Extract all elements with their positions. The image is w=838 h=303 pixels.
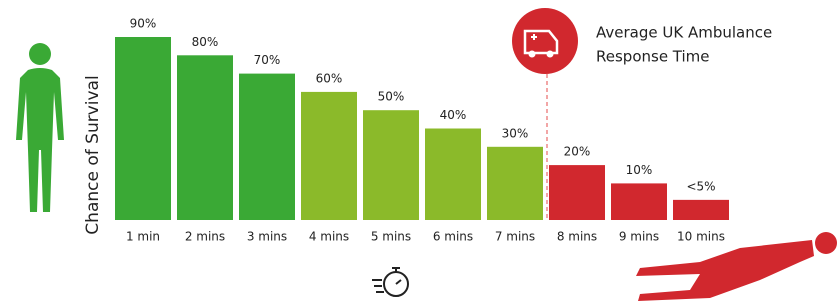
value-label: 80% [192,35,219,49]
x-tick-label: 7 mins [495,230,535,244]
value-label: <5% [686,179,715,193]
standing-person-icon [16,43,64,212]
bar [549,165,605,220]
x-tick-label: 9 mins [619,230,659,244]
chart: Chance of Survival Average UK Ambulance … [0,0,838,303]
x-tick-label: 10 mins [677,230,725,244]
lying-person-icon [636,232,837,301]
x-tick-label: 6 mins [433,230,473,244]
x-tick-label: 1 min [126,230,160,244]
bar [239,74,295,220]
bar [673,200,729,220]
value-label: 50% [378,90,405,104]
bar [177,55,233,220]
x-tick-label: 4 mins [309,230,349,244]
annotation-line: Response Time [596,48,710,66]
bar [301,92,357,220]
value-label: 70% [254,53,281,67]
value-label: 90% [130,17,157,31]
x-tick-label: 5 mins [371,230,411,244]
x-tick-label: 3 mins [247,230,287,244]
value-label: 40% [440,108,467,122]
bar [611,183,667,220]
stopwatch-icon [372,268,408,296]
bar [363,110,419,220]
bar [487,147,543,220]
y-axis-label: Chance of Survival [83,75,103,234]
value-label: 10% [626,163,653,177]
value-label: 30% [502,126,529,140]
bar [115,37,171,220]
x-tick-label: 2 mins [185,230,225,244]
ambulance-icon [512,8,578,74]
bar [425,129,481,221]
x-tick-label: 8 mins [557,230,597,244]
annotation-line: Average UK Ambulance [596,24,772,42]
value-label: 60% [316,71,343,85]
value-label: 20% [564,145,591,159]
